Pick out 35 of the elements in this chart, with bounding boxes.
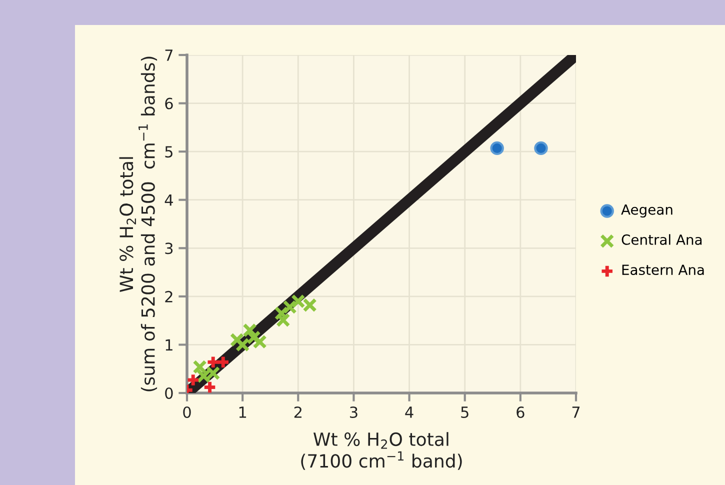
x-tick-label: 3 xyxy=(350,406,358,418)
point xyxy=(282,300,297,314)
y-tick-label: 6 xyxy=(165,98,173,110)
legend-label: Central Ana xyxy=(622,234,702,245)
y-tick-label: 1 xyxy=(166,339,172,351)
x-axis-title: Wt % H$_{2}$O total (7100 cm$^{−1}$ band) xyxy=(301,432,462,470)
point xyxy=(206,354,220,370)
y-axis-title: Wt % H$_{2}$O total (sum of 5200 and 4500 cm$^{−1}$ bands) xyxy=(119,56,158,392)
y-tick-label: 5 xyxy=(165,146,172,158)
point xyxy=(230,332,244,347)
y-tick-label: 4 xyxy=(164,194,173,206)
point xyxy=(276,312,290,328)
x-tick-label: 2 xyxy=(294,406,302,418)
x-tick-label: 4 xyxy=(405,406,414,418)
x-tick-label: 6 xyxy=(516,406,524,418)
point xyxy=(216,354,230,370)
x-tick-label: 1 xyxy=(239,406,246,418)
point xyxy=(534,141,548,156)
point xyxy=(242,323,257,338)
y-tick-label: 3 xyxy=(165,242,173,254)
legend-label: Aegean xyxy=(621,204,672,218)
point xyxy=(192,360,207,374)
x-tick-label: 5 xyxy=(461,406,468,418)
legend-label: Eastern Ana xyxy=(622,264,704,276)
point xyxy=(202,380,217,393)
point xyxy=(246,330,261,345)
y-tick-label: 2 xyxy=(165,290,172,302)
point xyxy=(490,141,504,156)
y-tick-label: 7 xyxy=(165,50,172,61)
x-tick-label: 7 xyxy=(572,406,580,418)
point xyxy=(252,334,267,349)
x-tick-label: 0 xyxy=(183,406,191,418)
point xyxy=(274,306,289,320)
point xyxy=(235,338,250,352)
y-tick-label: 0 xyxy=(165,387,173,400)
